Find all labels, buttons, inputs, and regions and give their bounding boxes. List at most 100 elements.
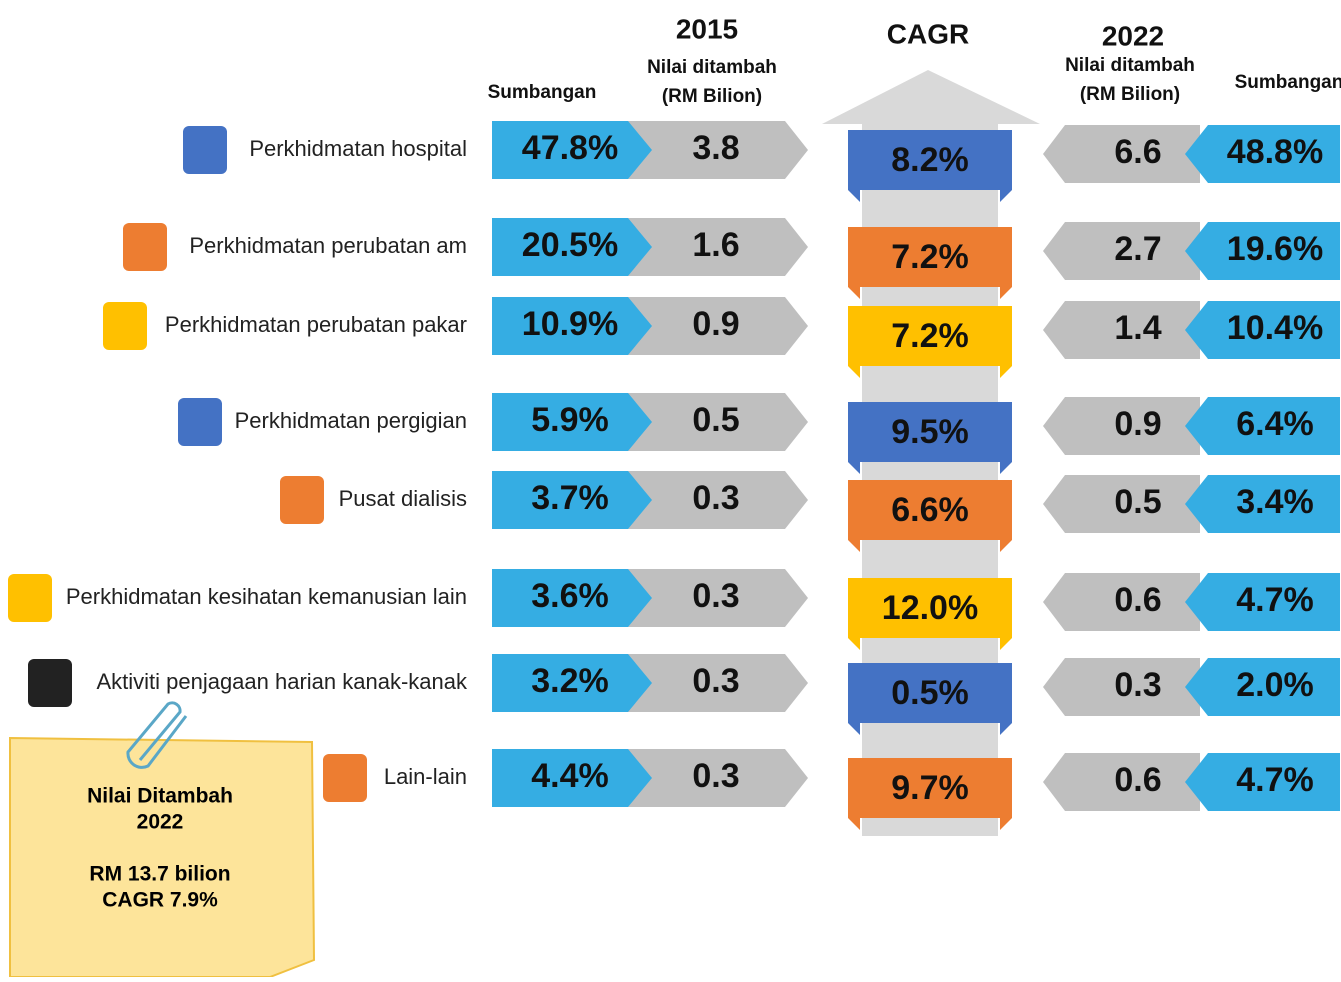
header-unit: (RM Bilion) (1080, 84, 1180, 105)
cagr-box (848, 663, 1012, 735)
share-2022: 10.4% (1227, 309, 1323, 347)
icon (103, 302, 147, 350)
icon (28, 659, 72, 707)
value-box (1043, 658, 1200, 716)
header-share: Sumbangan (1235, 72, 1341, 93)
row-label: Lain-lain (384, 764, 467, 789)
row-label: Perkhidmatan perubatan pakar (165, 312, 467, 337)
share-box (492, 471, 652, 529)
icon (123, 223, 167, 271)
value-box (620, 471, 808, 529)
share-2022: 2.0% (1236, 666, 1314, 704)
cagr-box (848, 480, 1012, 552)
value-box (620, 569, 808, 627)
value-2022: 0.3 (1114, 666, 1161, 704)
share-box (492, 569, 652, 627)
value-2015: 1.6 (692, 226, 739, 264)
cagr-value: 0.5% (891, 674, 969, 712)
value-2015: 0.3 (692, 577, 739, 615)
share-box (492, 393, 652, 451)
note-cagr: CAGR 7.9% (102, 889, 218, 912)
cagr-box (848, 402, 1012, 474)
value-box (620, 121, 808, 179)
share-box (492, 654, 652, 712)
cagr-value: 9.5% (891, 413, 969, 451)
header-share: Sumbangan (488, 82, 597, 103)
share-2015: 5.9% (531, 401, 609, 439)
value-2015: 3.8 (692, 129, 739, 167)
row-label: Perkhidmatan kesihatan kemanusian lain (66, 584, 467, 609)
share-2015: 47.8% (522, 129, 618, 167)
share-box (1185, 397, 1340, 455)
share-box (492, 749, 652, 807)
value-2022: 0.9 (1114, 405, 1161, 443)
header-cagr: CAGR (887, 18, 969, 49)
cagr-value: 7.2% (891, 317, 969, 355)
cagr-value: 9.7% (891, 769, 969, 807)
cagr-arrowhead (822, 70, 1040, 124)
icon (323, 754, 367, 802)
share-box (1185, 658, 1340, 716)
share-2015: 4.4% (531, 757, 609, 795)
cagr-box (848, 130, 1012, 202)
icon (183, 126, 227, 174)
share-2022: 48.8% (1227, 133, 1323, 171)
header-value: Nilai ditambah (1065, 55, 1195, 76)
note-card (9, 736, 316, 978)
share-2022: 4.7% (1236, 581, 1314, 619)
row-label: Perkhidmatan hospital (249, 136, 467, 161)
note-title: Nilai Ditambah (87, 785, 233, 808)
cagr-value: 8.2% (891, 141, 969, 179)
header-unit: (RM Bilion) (662, 86, 762, 107)
value-box (620, 297, 808, 355)
cagr-box (848, 227, 1012, 299)
share-2015: 10.9% (522, 305, 618, 343)
value-box (1043, 301, 1200, 359)
value-2022: 0.5 (1114, 483, 1161, 521)
cagr-value: 6.6% (891, 491, 969, 529)
share-2015: 20.5% (522, 226, 618, 264)
share-2022: 19.6% (1227, 230, 1323, 268)
value-2015: 0.5 (692, 401, 739, 439)
row-label: Perkhidmatan pergigian (235, 408, 467, 433)
value-box (620, 393, 808, 451)
value-box (620, 654, 808, 712)
cagr-value: 12.0% (882, 589, 978, 627)
value-2015: 0.3 (692, 757, 739, 795)
row-label: Aktiviti penjagaan harian kanak-kanak (96, 669, 468, 694)
share-box (1185, 222, 1340, 280)
header-value: Nilai ditambah (647, 57, 777, 78)
share-2015: 3.6% (531, 577, 609, 615)
share-2022: 3.4% (1236, 483, 1314, 521)
share-box (1185, 125, 1340, 183)
value-box (620, 749, 808, 807)
value-2015: 0.3 (692, 662, 739, 700)
value-box (1043, 753, 1200, 811)
rows: Perkhidmatan hospital 47.8% 3.8 8.2% 6.6 48.8… (8, 121, 1340, 830)
share-2015: 3.7% (531, 479, 609, 517)
value-2022: 2.7 (1114, 230, 1161, 268)
share-box (492, 121, 652, 179)
share-box (492, 218, 652, 276)
cagr-box (848, 758, 1012, 830)
cagr-value: 7.2% (891, 238, 969, 276)
icon (280, 476, 324, 524)
cagr-box (848, 306, 1012, 378)
share-box (1185, 301, 1340, 359)
value-box (1043, 397, 1200, 455)
share-box (492, 297, 652, 355)
value-2022: 0.6 (1114, 761, 1161, 799)
cagr-box (848, 578, 1012, 650)
share-box (1185, 753, 1340, 811)
value-2015: 0.3 (692, 479, 739, 517)
value-box (1043, 222, 1200, 280)
row-label: Perkhidmatan perubatan am (189, 233, 467, 258)
value-box (1043, 125, 1200, 183)
icon (8, 574, 52, 622)
value-2022: 1.4 (1114, 309, 1161, 347)
header-year: 2015 (676, 13, 738, 44)
value-2022: 6.6 (1114, 133, 1161, 171)
header-year: 2022 (1102, 20, 1164, 51)
share-2015: 3.2% (531, 662, 609, 700)
share-2022: 4.7% (1236, 761, 1314, 799)
